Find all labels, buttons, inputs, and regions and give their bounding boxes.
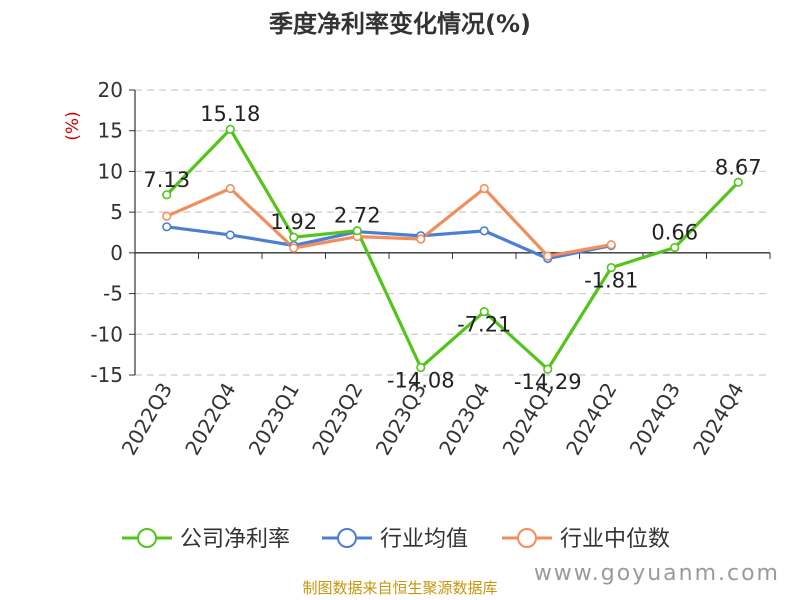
data-label: -14.29 (514, 370, 582, 394)
data-label: 7.13 (143, 168, 190, 192)
data-label: 2.72 (334, 204, 381, 228)
data-point (606, 262, 616, 273)
data-labels: 7.13 15.18 1.92 2.72 -14.08 -7.21 -14.29 -1.81 0… (143, 102, 761, 394)
y-tick-label: -5 (103, 282, 123, 306)
y-axis-label: (%) (63, 111, 83, 140)
data-label: -1.81 (584, 269, 638, 293)
y-tick-label: -15 (90, 363, 123, 387)
legend-item[interactable]: 行业中位数 (502, 527, 670, 552)
legend-marker (517, 528, 537, 548)
data-point (733, 177, 743, 187)
data-point (416, 362, 426, 373)
watermark: www.goyuanm.com (534, 561, 780, 586)
chart-title: 季度净利率变化情况(%) (269, 10, 531, 38)
data-point (670, 242, 680, 253)
data-point (225, 230, 235, 240)
data-label: 15.18 (200, 102, 260, 126)
legend-marker (337, 528, 357, 548)
data-point (162, 211, 172, 221)
legend-item[interactable]: 行业均值 (322, 527, 468, 552)
x-tick-label: 2022Q3 (117, 379, 177, 460)
legend-marker (137, 528, 157, 548)
data-label: 0.66 (651, 220, 698, 244)
y-tick-label: 5 (110, 200, 123, 224)
legend-item[interactable]: 公司净利率 (122, 527, 290, 552)
data-point (162, 222, 172, 232)
y-tick-label: 15 (98, 119, 123, 143)
y-tick-label: 20 (98, 78, 123, 102)
data-point (479, 306, 489, 317)
y-tick-label: 0 (110, 241, 123, 265)
legend[interactable]: 公司净利率 行业均值 行业中位数 (122, 527, 670, 552)
data-point (162, 190, 172, 200)
source-note: 制图数据来自恒生聚源数据库 (302, 579, 497, 597)
x-tick-label: 2023Q2 (307, 379, 367, 460)
data-label: 8.67 (715, 155, 762, 179)
legend-label: 行业中位数 (560, 527, 670, 552)
data-point (289, 243, 299, 253)
data-point (606, 240, 616, 250)
data-point (225, 124, 235, 134)
data-label: -7.21 (457, 313, 511, 337)
y-tick-label: -10 (90, 322, 123, 346)
series-line-0 (165, 127, 740, 371)
series-points (162, 124, 743, 374)
data-point (543, 251, 553, 261)
data-point (479, 226, 489, 236)
x-tick-label: 2022Q4 (180, 379, 240, 460)
data-label: 1.92 (270, 210, 317, 234)
data-point (416, 234, 426, 244)
data-label: -14.08 (387, 369, 455, 393)
y-tick-labels: 20 15 10 5 0 -5 -10 -15 (90, 78, 123, 387)
series-line-1 (166, 225, 612, 261)
axes (129, 89, 771, 376)
data-point (543, 364, 553, 374)
data-point (479, 183, 489, 194)
legend-label: 行业均值 (380, 527, 468, 552)
data-point (225, 183, 235, 194)
series-line-2 (166, 186, 612, 258)
x-tick-label: 2024Q4 (688, 379, 748, 460)
y-tick-label: 10 (98, 159, 123, 183)
x-tick-label: 2024Q3 (625, 379, 685, 460)
data-point (352, 226, 362, 236)
legend-label: 公司净利率 (180, 527, 290, 552)
x-tick-label: 2023Q1 (244, 379, 304, 460)
series-lines (165, 127, 740, 371)
data-point (289, 232, 299, 242)
